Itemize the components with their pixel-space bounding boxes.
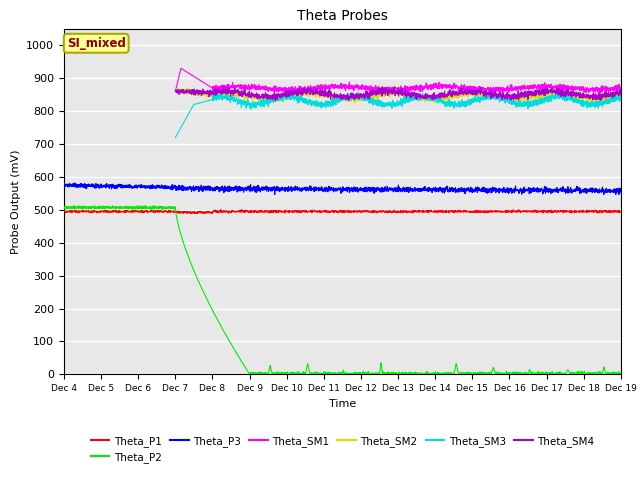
Theta_P2 xyxy=(617,371,625,376)
Theta_SM4 xyxy=(606,94,614,99)
Theta_P2 xyxy=(157,204,164,210)
Theta_SM2 xyxy=(546,91,554,97)
X-axis label: Time: Time xyxy=(329,399,356,408)
Line: Theta_SM4: Theta_SM4 xyxy=(175,87,621,100)
Line: Theta_SM3: Theta_SM3 xyxy=(175,92,621,137)
Theta_P1 xyxy=(124,208,131,214)
Line: Theta_SM1: Theta_SM1 xyxy=(175,68,621,94)
Theta_P1 xyxy=(199,211,207,216)
Theta_SM1 xyxy=(617,84,625,90)
Legend: Theta_P1, Theta_P2, Theta_P3, Theta_SM1, Theta_SM2, Theta_SM3, Theta_SM4: Theta_P1, Theta_P2, Theta_P3, Theta_SM1,… xyxy=(86,432,598,467)
Theta_P1 xyxy=(157,209,164,215)
Theta_P2 xyxy=(264,372,272,377)
Title: Theta Probes: Theta Probes xyxy=(297,10,388,24)
Theta_P3 xyxy=(124,183,132,189)
Theta_P1 xyxy=(60,209,68,215)
Theta_P2 xyxy=(606,371,614,376)
Theta_SM4 xyxy=(617,91,625,96)
Theta_P1 xyxy=(617,209,625,215)
Theta_P3 xyxy=(157,185,164,191)
Theta_SM3 xyxy=(617,94,625,99)
Line: Theta_P3: Theta_P3 xyxy=(64,183,621,194)
Theta_SM1 xyxy=(606,85,614,91)
Theta_SM4 xyxy=(298,88,305,94)
Theta_SM2 xyxy=(298,92,305,97)
Theta_SM1 xyxy=(546,84,554,90)
Text: SI_mixed: SI_mixed xyxy=(67,37,125,50)
Theta_SM4 xyxy=(274,94,282,99)
Theta_SM2 xyxy=(617,93,625,98)
Theta_SM3 xyxy=(298,95,305,100)
Theta_P2 xyxy=(298,371,306,377)
Theta_P1 xyxy=(606,209,614,215)
Theta_P3 xyxy=(546,186,554,192)
Theta_P3 xyxy=(60,181,68,187)
Theta_P1 xyxy=(274,209,282,215)
Theta_P3 xyxy=(617,189,625,194)
Line: Theta_P2: Theta_P2 xyxy=(64,205,621,374)
Theta_P2 xyxy=(60,204,68,210)
Theta_P3 xyxy=(606,187,614,193)
Theta_P1 xyxy=(547,209,554,215)
Theta_SM2 xyxy=(606,96,614,102)
Theta_SM3 xyxy=(606,99,614,105)
Theta_SM4 xyxy=(546,87,554,93)
Theta_SM2 xyxy=(274,98,282,104)
Theta_P2 xyxy=(124,204,131,210)
Theta_P3 xyxy=(298,188,306,194)
Theta_P1 xyxy=(217,207,225,213)
Line: Theta_SM2: Theta_SM2 xyxy=(175,88,621,103)
Theta_P2 xyxy=(141,203,149,208)
Theta_P3 xyxy=(600,192,607,197)
Theta_P2 xyxy=(547,370,554,375)
Line: Theta_P1: Theta_P1 xyxy=(64,210,621,214)
Theta_SM1 xyxy=(274,87,282,93)
Theta_P3 xyxy=(274,187,282,192)
Y-axis label: Probe Output (mV): Probe Output (mV) xyxy=(11,149,20,254)
Theta_SM3 xyxy=(546,95,554,100)
Theta_P3 xyxy=(70,180,78,186)
Theta_P2 xyxy=(274,371,282,377)
Theta_P1 xyxy=(298,208,306,214)
Theta_SM3 xyxy=(274,93,282,99)
Theta_SM1 xyxy=(298,87,305,93)
